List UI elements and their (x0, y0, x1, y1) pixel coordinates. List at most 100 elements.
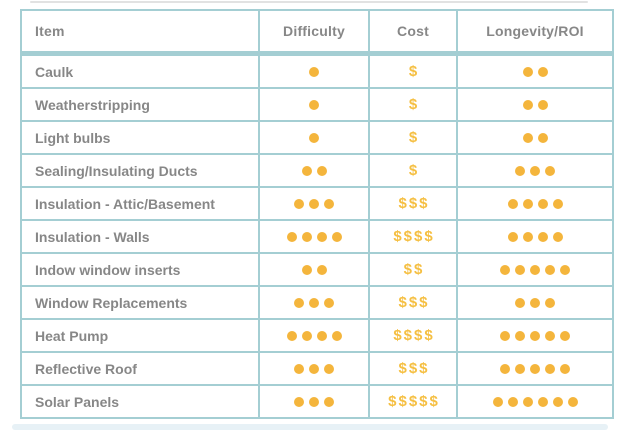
rating-dot-icon (560, 330, 570, 341)
longevity-roi-rating (456, 186, 614, 221)
rating-dot-icon (560, 363, 570, 374)
rating-dot-icon (552, 198, 563, 209)
rating-dot-icon (301, 231, 312, 242)
rating-dot-icon (545, 165, 555, 176)
rating-dot-icon (316, 264, 327, 275)
rating-dot-icon (515, 330, 525, 341)
column-header-difficulty: Difficulty (258, 9, 370, 56)
rating-dot-icon (500, 264, 510, 275)
rating-dot-icon (286, 330, 297, 341)
rating-dot-icon (522, 132, 533, 143)
rating-dot-icon (294, 396, 304, 407)
cost-rating: $$ (368, 252, 458, 287)
rating-dot-icon (309, 66, 319, 77)
cost-rating: $$$$ (368, 219, 458, 254)
rating-dot-icon (522, 198, 533, 209)
column-header-longevity-roi: Longevity/ROI (456, 9, 614, 56)
rating-dot-icon (316, 165, 327, 176)
rating-dot-icon (309, 99, 319, 110)
longevity-roi-rating (456, 252, 614, 287)
item-label: Heat Pump (20, 318, 260, 353)
rating-dot-icon (567, 396, 578, 407)
item-label: Indow window inserts (20, 252, 260, 287)
difficulty-rating (258, 384, 370, 419)
table-row: Heat Pump $$$$ (20, 318, 614, 353)
cost-rating: $ (368, 120, 458, 155)
rating-dot-icon (530, 165, 540, 176)
cost-rating: $$$$$ (368, 384, 458, 419)
rating-dot-icon (331, 330, 342, 341)
table-row: Window Replacements $$$ (20, 285, 614, 320)
item-label: Sealing/Insulating Ducts (20, 153, 260, 188)
rating-dot-icon (537, 99, 548, 110)
rating-dot-icon (530, 363, 540, 374)
column-header-cost: Cost (368, 9, 458, 56)
difficulty-rating (258, 186, 370, 221)
table-row: Sealing/Insulating Ducts $ (20, 153, 614, 188)
difficulty-rating (258, 153, 370, 188)
longevity-roi-rating (456, 285, 614, 320)
rating-dot-icon (530, 297, 540, 308)
efficiency-comparison-table: Item Difficulty Cost Longevity/ROI Caulk… (20, 9, 614, 419)
rating-dot-icon (522, 231, 533, 242)
difficulty-rating (258, 351, 370, 386)
rating-dot-icon (560, 264, 570, 275)
item-label: Reflective Roof (20, 351, 260, 386)
rating-dot-icon (515, 363, 525, 374)
rating-dot-icon (537, 198, 548, 209)
table-row: Reflective Roof $$$ (20, 351, 614, 386)
table-row: Light bulbs $ (20, 120, 614, 155)
table-header: Item Difficulty Cost Longevity/ROI (20, 9, 614, 56)
rating-dot-icon (552, 231, 563, 242)
rating-dot-icon (309, 396, 319, 407)
rating-dot-icon (545, 330, 555, 341)
table-row: Weatherstripping $ (20, 87, 614, 122)
rating-dot-icon (316, 231, 327, 242)
rating-dot-icon (301, 264, 312, 275)
rating-dot-icon (507, 198, 518, 209)
rating-dot-icon (507, 231, 518, 242)
rating-dot-icon (324, 396, 334, 407)
top-divider-line (30, 1, 588, 3)
item-label: Caulk (20, 52, 260, 89)
difficulty-rating (258, 87, 370, 122)
rating-dot-icon (522, 66, 533, 77)
cost-rating: $$$ (368, 285, 458, 320)
longevity-roi-rating (456, 87, 614, 122)
rating-dot-icon (530, 330, 540, 341)
rating-dot-icon (286, 231, 297, 242)
table-row: Insulation - Attic/Basement $$$ (20, 186, 614, 221)
rating-dot-icon (309, 297, 319, 308)
table-row: Indow window inserts $$ (20, 252, 614, 287)
longevity-roi-rating (456, 318, 614, 353)
rating-dot-icon (500, 363, 510, 374)
rating-dot-icon (537, 396, 548, 407)
item-label: Light bulbs (20, 120, 260, 155)
rating-dot-icon (515, 264, 525, 275)
longevity-roi-rating (456, 219, 614, 254)
table-row: Insulation - Walls $$$$ (20, 219, 614, 254)
bottom-decoration-bar (12, 424, 608, 430)
cost-rating: $$$ (368, 351, 458, 386)
item-label: Insulation - Walls (20, 219, 260, 254)
table-body: Caulk $ Weatherstripping $ Light bulbs $ Seali… (20, 52, 614, 419)
cost-rating: $ (368, 87, 458, 122)
rating-dot-icon (545, 297, 555, 308)
difficulty-rating (258, 52, 370, 89)
rating-dot-icon (522, 99, 533, 110)
rating-dot-icon (515, 297, 525, 308)
table-row: Caulk $ (20, 52, 614, 89)
longevity-roi-rating (456, 120, 614, 155)
longevity-roi-rating (456, 351, 614, 386)
rating-dot-icon (301, 165, 312, 176)
rating-dot-icon (309, 132, 319, 143)
longevity-roi-rating (456, 153, 614, 188)
difficulty-rating (258, 120, 370, 155)
rating-dot-icon (492, 396, 503, 407)
rating-dot-icon (331, 231, 342, 242)
rating-dot-icon (522, 396, 533, 407)
cost-rating: $ (368, 52, 458, 89)
rating-dot-icon (294, 198, 304, 209)
rating-dot-icon (301, 330, 312, 341)
item-label: Weatherstripping (20, 87, 260, 122)
